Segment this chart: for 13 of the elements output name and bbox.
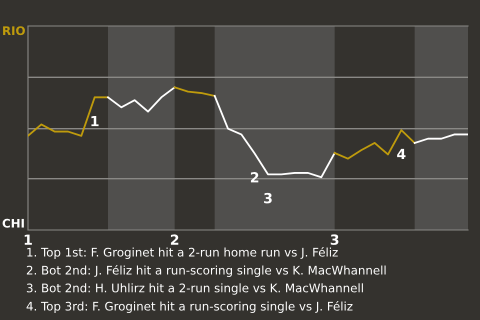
x-tick-label: 1 [24,234,32,245]
text: RIO [3,26,25,36]
annotation: 2 [250,172,258,182]
annotation: 4 [397,148,406,159]
x-tick-label: 2 [170,234,178,245]
text: 3. Bot 2nd: H. Uhlirz hit a 2-run single vs K. MacWhannell [26,283,363,295]
annotation: 1 [91,116,99,126]
text: 1. Top 1st: F. Groginet hit a 2-run home run vs J. Féliz [27,247,338,259]
x-tick-label: 3 [330,234,338,245]
text: CHI [2,218,24,228]
annotation: 3 [264,192,272,204]
text: 4. Top 3rd: F. Groginet hit a run-scoring single vs J. Féliz [26,301,352,313]
text: 2. Bot 2nd: J. Féliz hit a run-scoring single vs K. MacWhannell [26,265,386,277]
